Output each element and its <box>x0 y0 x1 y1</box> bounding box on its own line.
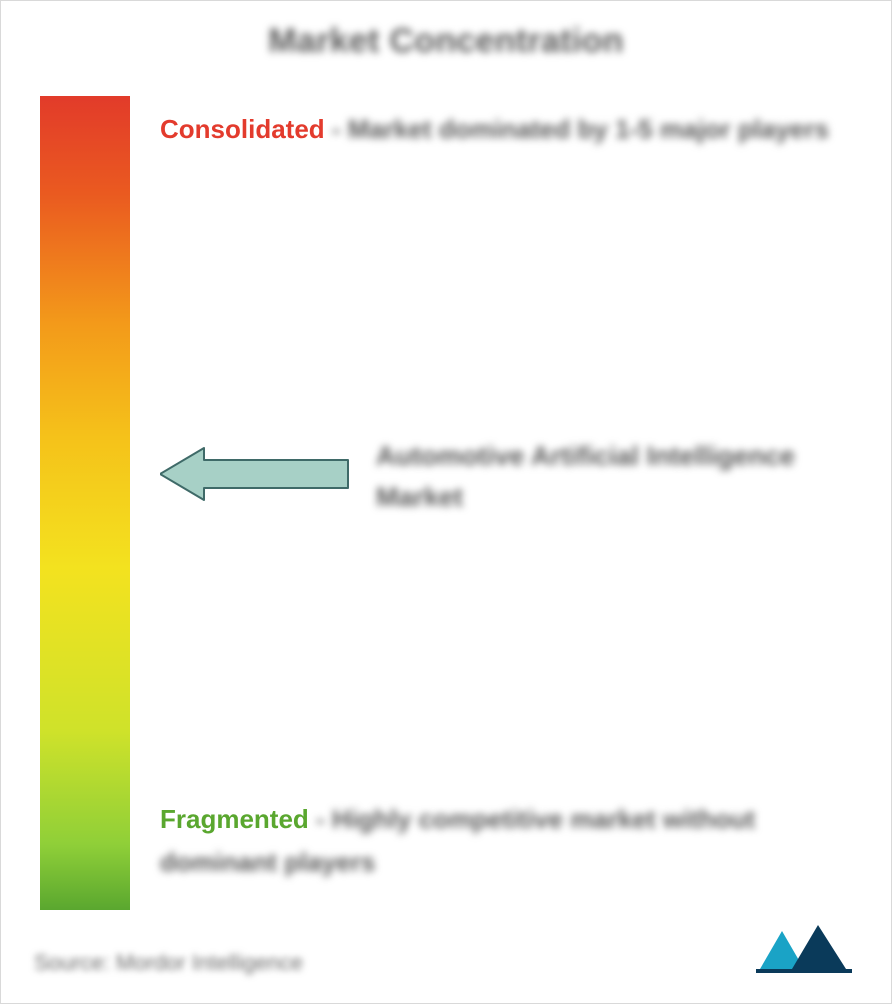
market-name-label: Automotive Artificial Intelligence Marke… <box>376 436 796 517</box>
pointer-arrow-icon <box>160 446 350 507</box>
mordor-logo-icon <box>756 923 852 980</box>
consolidated-desc: - Market dominated by 1-5 major players <box>332 114 829 144</box>
concentration-gradient-bar <box>40 96 130 910</box>
chart-title: Market Concentration <box>0 22 892 61</box>
consolidated-row: Consolidated - Market dominated by 1-5 m… <box>160 108 852 151</box>
fragmented-label: Fragmented <box>160 804 309 834</box>
fragmented-row: Fragmented - Highly competitive market w… <box>160 798 852 884</box>
source-attribution: Source: Mordor Intelligence <box>34 950 303 976</box>
consolidated-label: Consolidated <box>160 114 325 144</box>
market-position-row: Automotive Artificial Intelligence Marke… <box>160 436 852 517</box>
